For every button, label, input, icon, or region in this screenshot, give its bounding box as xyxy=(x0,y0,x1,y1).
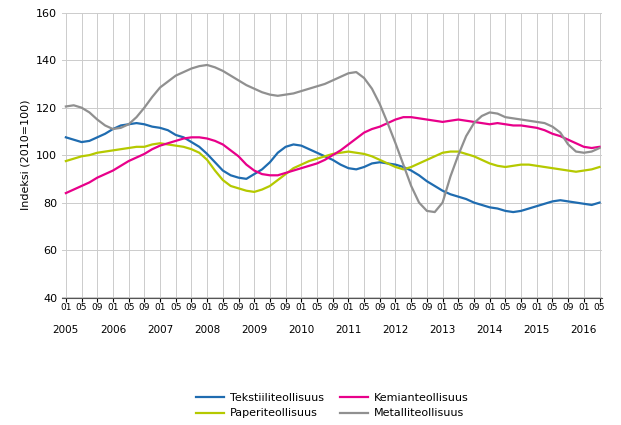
Text: 2014: 2014 xyxy=(476,325,503,335)
Text: 2013: 2013 xyxy=(429,325,456,335)
Text: 2010: 2010 xyxy=(288,325,314,335)
Text: 2008: 2008 xyxy=(194,325,220,335)
Text: 2015: 2015 xyxy=(524,325,550,335)
Text: 2012: 2012 xyxy=(383,325,409,335)
Text: 2016: 2016 xyxy=(571,325,597,335)
Text: 2009: 2009 xyxy=(241,325,268,335)
Text: 2011: 2011 xyxy=(335,325,361,335)
Legend: Tekstiiliteollisuus, Paperiteollisuus, Kemianteollisuus, Metalliteollisuus: Tekstiiliteollisuus, Paperiteollisuus, K… xyxy=(192,388,473,423)
Y-axis label: Indeksi (2010=100): Indeksi (2010=100) xyxy=(20,100,30,210)
Text: 2006: 2006 xyxy=(100,325,126,335)
Text: 2005: 2005 xyxy=(53,325,79,335)
Text: 2007: 2007 xyxy=(147,325,173,335)
